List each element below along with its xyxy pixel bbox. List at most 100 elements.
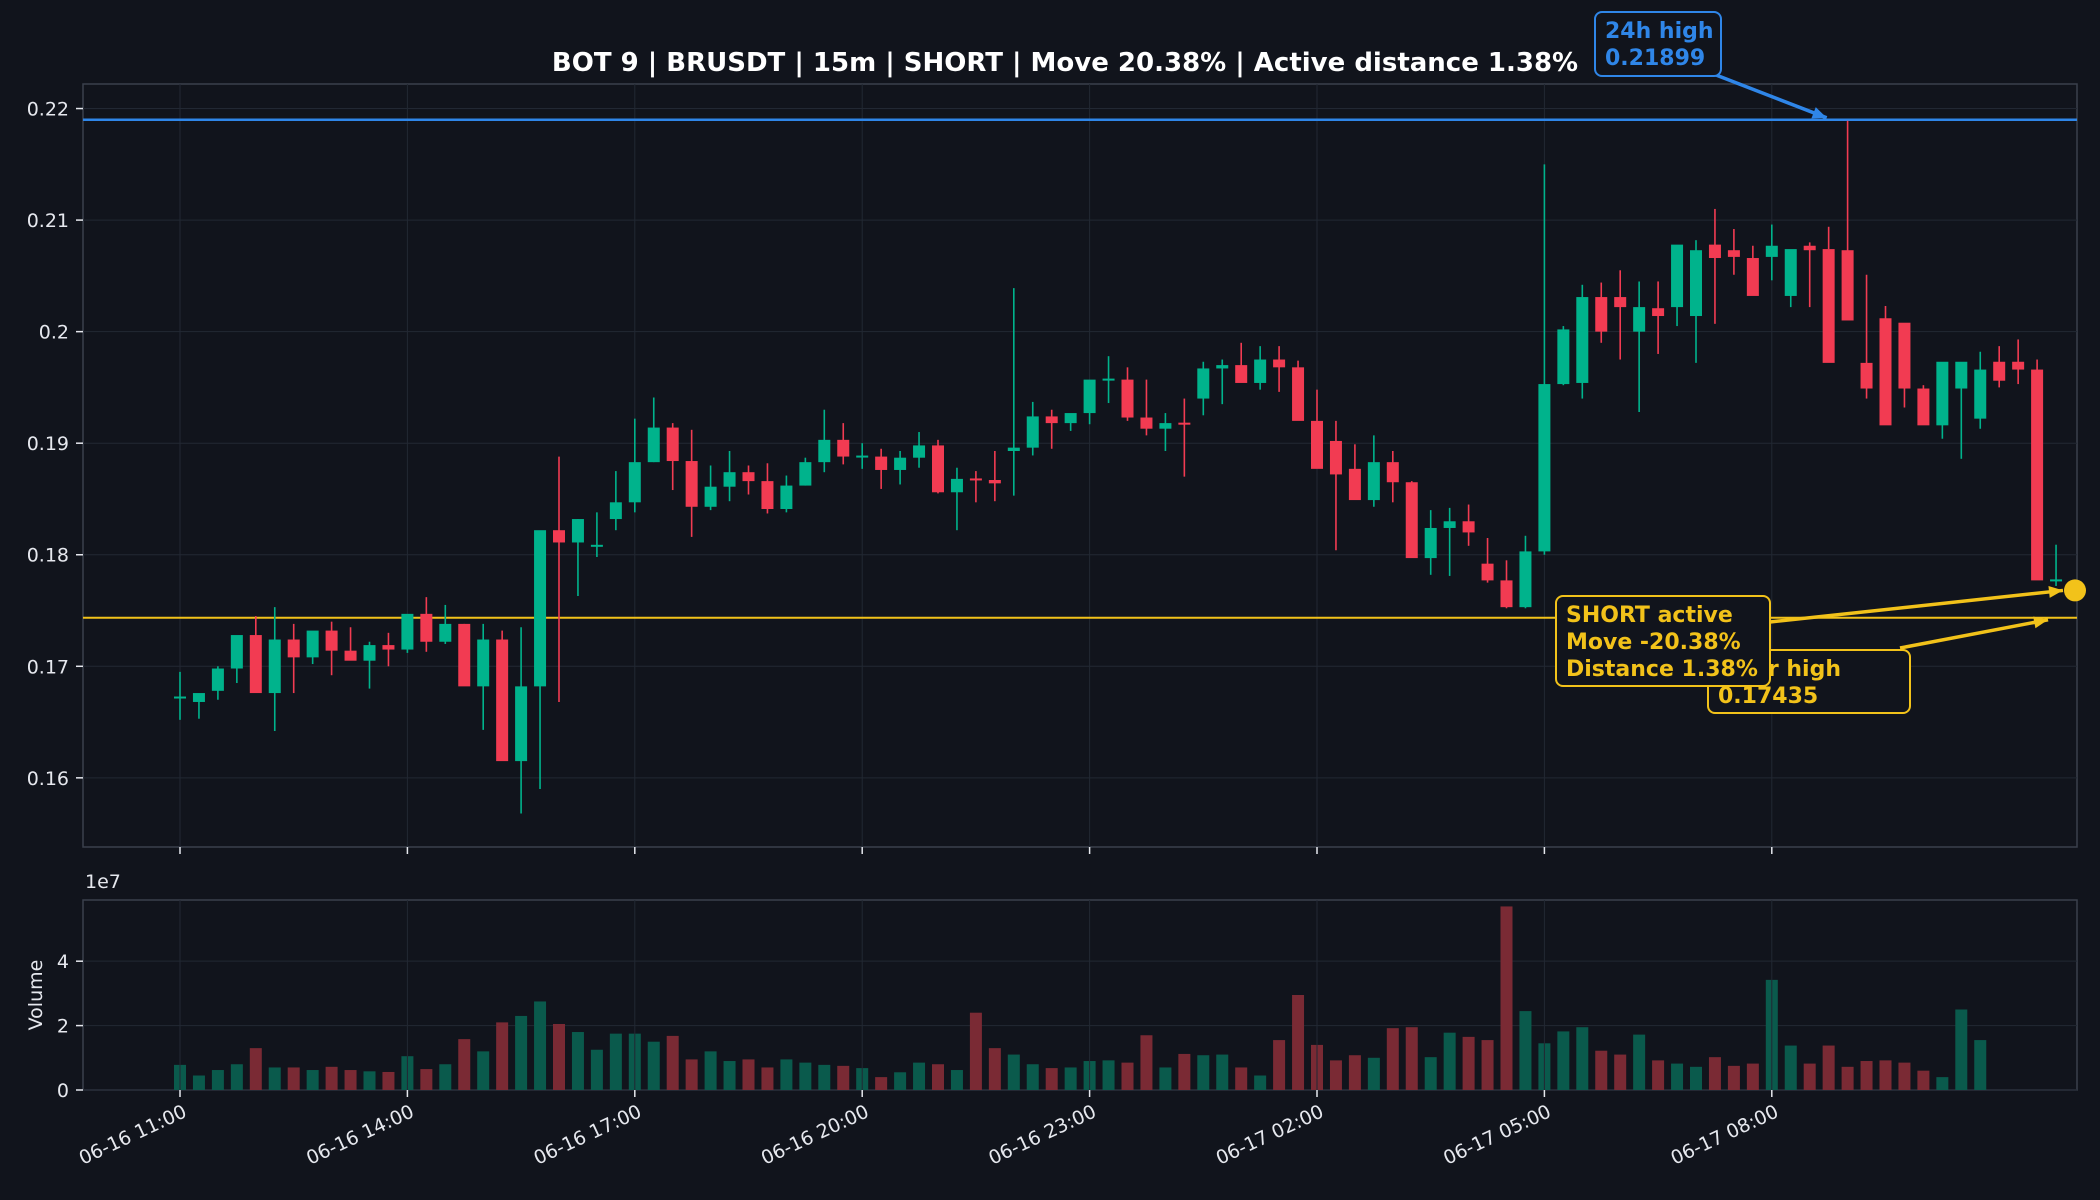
- candle-body: [1007, 447, 1020, 451]
- volume-bar: [1917, 1070, 1930, 1090]
- volume-plot-area: [82, 899, 2078, 1091]
- volume-bar: [363, 1071, 376, 1090]
- candle-body: [950, 478, 963, 493]
- high-arrow-head: [1811, 107, 1827, 119]
- candle-body: [666, 427, 679, 462]
- volume-bar: [1955, 1009, 1968, 1090]
- y-tick-label: 0.19: [27, 433, 69, 455]
- volume-bar: [1386, 1028, 1399, 1090]
- candle-body: [458, 623, 471, 687]
- volume-bar: [1860, 1061, 1873, 1090]
- volume-bar: [761, 1067, 774, 1090]
- volume-bar: [1007, 1054, 1020, 1090]
- short-annotation-line: Move -20.38%: [1566, 630, 1741, 655]
- candle-body: [818, 439, 831, 463]
- candle-body: [837, 439, 850, 457]
- volume-bar: [1254, 1075, 1267, 1090]
- volume-bar: [496, 1022, 509, 1090]
- volume-bar: [1974, 1040, 1987, 1090]
- volume-bar: [1633, 1034, 1646, 1090]
- after-high-arrow-head: [2033, 616, 2049, 629]
- current-price-dot: [2064, 579, 2086, 602]
- volume-bar: [382, 1071, 395, 1090]
- candle-body: [420, 613, 433, 642]
- candle-body: [268, 639, 281, 694]
- volume-bar: [1841, 1066, 1854, 1090]
- candle-body: [875, 456, 888, 470]
- volume-bar: [818, 1064, 831, 1090]
- y-tick-label: 0.18: [27, 545, 69, 567]
- volume-bar: [1746, 1063, 1759, 1090]
- candle-body: [174, 696, 186, 699]
- volume-bar: [1216, 1054, 1229, 1090]
- volume-bar: [325, 1066, 338, 1090]
- volume-bar: [1784, 1045, 1797, 1090]
- volume-bar: [685, 1059, 698, 1090]
- volume-bar: [1690, 1066, 1702, 1090]
- volume-bar: [1159, 1067, 1172, 1090]
- volume-tick-label: 4: [57, 951, 69, 973]
- candle-body: [553, 530, 565, 543]
- volume-multiplier: 1e7: [85, 871, 121, 893]
- y-tick-label: 0.17: [27, 656, 69, 678]
- candle-body: [1026, 416, 1039, 448]
- short-arrow: [1769, 588, 2064, 624]
- candle-body: [1292, 367, 1305, 421]
- candle-body: [1690, 250, 1702, 317]
- candle-body: [685, 461, 698, 507]
- candle-body: [1500, 580, 1513, 608]
- volume-bar: [1292, 995, 1305, 1090]
- volume-bar: [1557, 1031, 1570, 1090]
- candle-body: [1405, 482, 1418, 559]
- volume-tick-label: 0: [57, 1080, 69, 1102]
- candle-body: [192, 693, 205, 702]
- volume-axis-label: Volume: [25, 960, 47, 1031]
- candle-body: [1443, 521, 1456, 528]
- candle-body: [1329, 440, 1342, 475]
- volume-bar: [1178, 1053, 1191, 1090]
- volume-bar: [1462, 1036, 1475, 1090]
- candle-body: [590, 544, 603, 547]
- volume-bar: [553, 1023, 565, 1090]
- candle-body: [799, 462, 812, 486]
- volume-bar: [950, 1070, 963, 1090]
- high-arrow: [1715, 73, 1828, 120]
- candle-body: [1614, 297, 1627, 308]
- candle-body: [1121, 379, 1134, 418]
- volume-bar: [1576, 1027, 1589, 1090]
- volume-bar: [571, 1032, 584, 1090]
- volume-bar: [647, 1041, 660, 1090]
- candle-body: [1727, 250, 1740, 257]
- volume-bar: [1026, 1064, 1039, 1090]
- volume-bar: [799, 1062, 812, 1090]
- volume-bar: [1273, 1040, 1286, 1090]
- volume-bar: [1045, 1068, 1058, 1090]
- volume-bar: [875, 1077, 888, 1090]
- candle-body: [2031, 369, 2044, 581]
- candle-body: [1045, 416, 1058, 424]
- candle-body: [761, 481, 774, 510]
- volume-bar: [1424, 1057, 1437, 1090]
- volume-bar: [913, 1062, 926, 1090]
- volume-bar: [1140, 1035, 1153, 1090]
- candle-body: [1235, 365, 1248, 383]
- volume-bar: [249, 1048, 262, 1090]
- volume-bar: [1197, 1055, 1210, 1090]
- candle-body: [913, 445, 926, 458]
- candle-body: [1917, 388, 1930, 426]
- volume-bar: [306, 1070, 319, 1090]
- candle-body: [1765, 245, 1778, 257]
- volume-bar: [1727, 1065, 1740, 1090]
- candle-body: [571, 519, 584, 543]
- candle-body: [704, 486, 717, 507]
- volume-bar: [780, 1059, 793, 1090]
- volume-bar: [590, 1049, 603, 1090]
- volume-bar: [1803, 1063, 1816, 1090]
- candle-body: [1424, 527, 1437, 559]
- volume-bar: [666, 1035, 679, 1090]
- y-tick-label: 0.16: [27, 768, 69, 790]
- candle-body: [1216, 365, 1229, 369]
- volume-bar: [268, 1067, 281, 1090]
